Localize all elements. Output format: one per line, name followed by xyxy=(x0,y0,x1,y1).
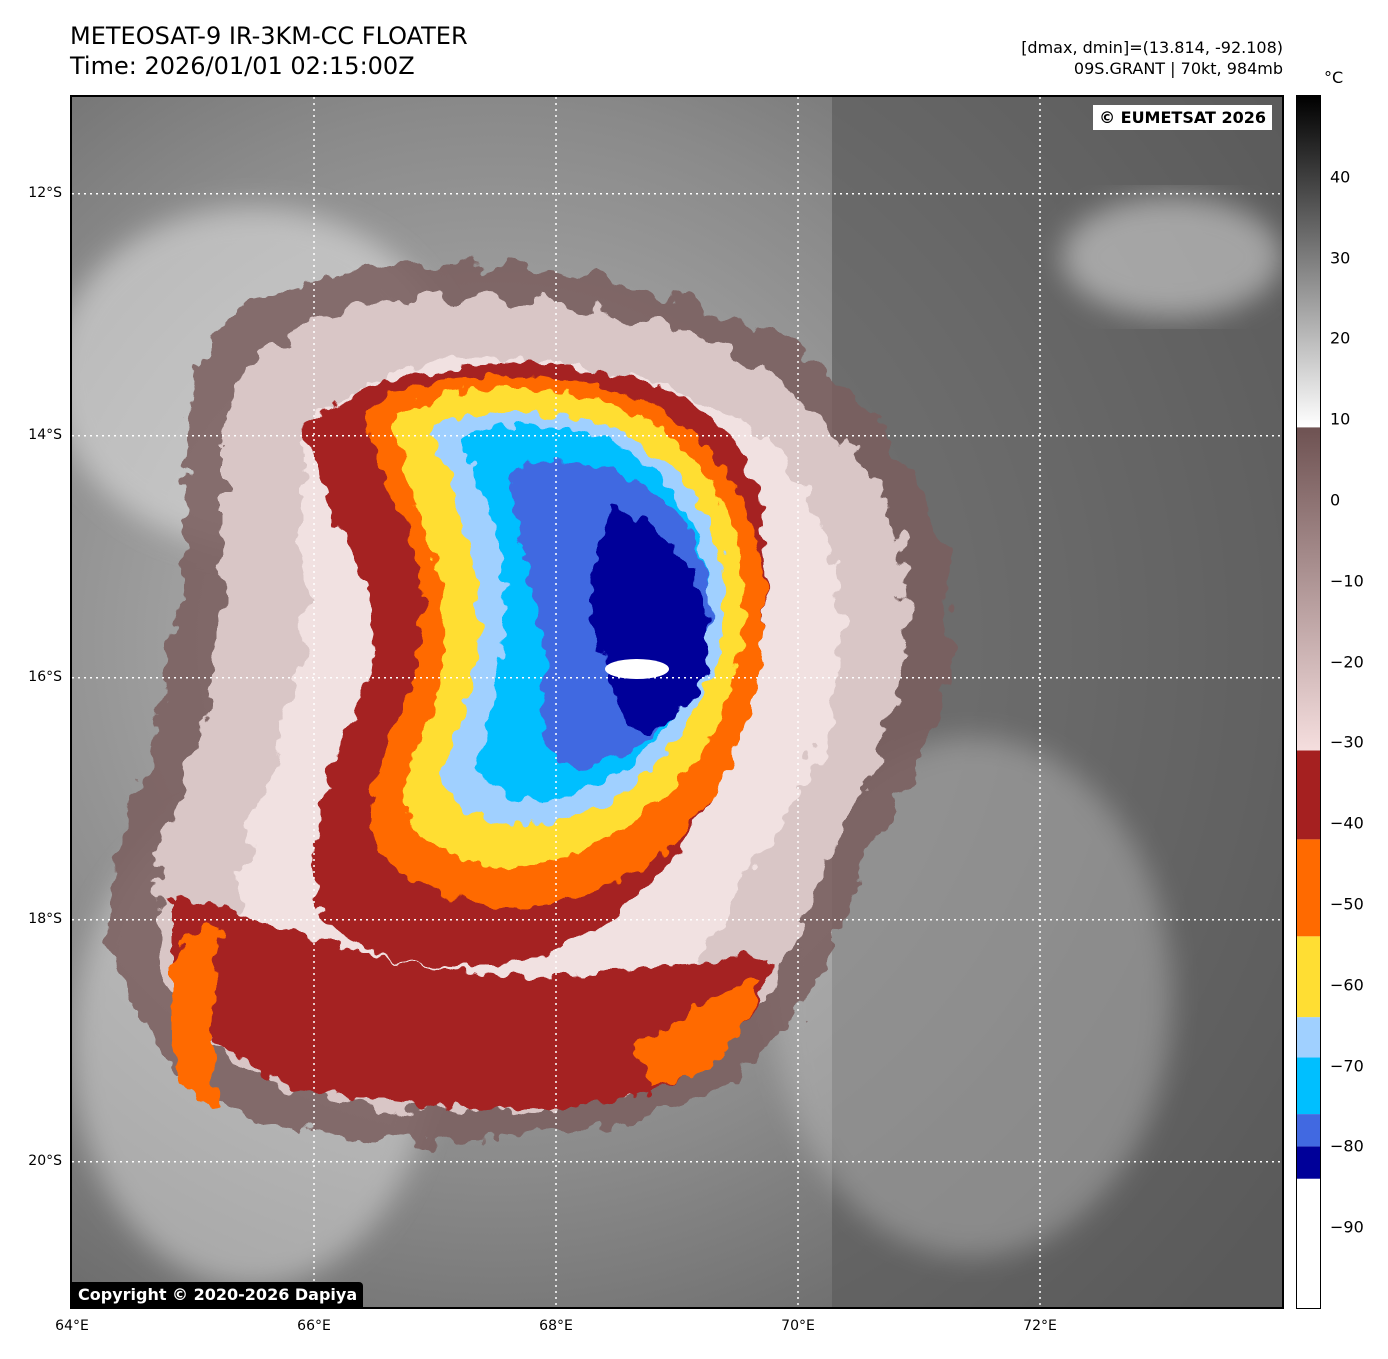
lat-label: 12°S xyxy=(28,184,62,201)
lat-label: 14°S xyxy=(28,426,62,443)
colorbar-tick-label: 40 xyxy=(1330,167,1351,187)
colorbar-tick-label: −10 xyxy=(1330,571,1364,591)
eumetsat-copyright: © EUMETSAT 2026 xyxy=(1093,105,1272,130)
lat-label: 18°S xyxy=(28,910,62,927)
colorbar-segment xyxy=(1297,1146,1320,1179)
storm-info-label: 09S.GRANT | 70kt, 984mb xyxy=(1073,59,1283,78)
colorbar-segment xyxy=(1297,750,1320,840)
rainband-orange-south xyxy=(632,977,762,1087)
colorbar-tick-label: −60 xyxy=(1330,975,1364,995)
colorbar-tick-label: 0 xyxy=(1330,490,1341,510)
data-range-label: [dmax, dmin]=(13.814, -92.108) xyxy=(1021,38,1283,57)
lat-lon-grid xyxy=(72,97,1282,1307)
colorbar-segment xyxy=(1297,936,1320,1018)
colorbar-segment xyxy=(1297,839,1320,937)
satellite-imagery xyxy=(72,97,1282,1307)
colorbar-segment xyxy=(1297,1114,1320,1147)
colorbar-scale xyxy=(1297,96,1320,1308)
lon-label: 68°E xyxy=(539,1318,573,1334)
colorbar-gradient xyxy=(1297,96,1320,428)
colorbar-tick-label: −80 xyxy=(1330,1136,1364,1156)
colorbar-tick-label: 10 xyxy=(1330,409,1351,429)
coldest-spot xyxy=(605,659,669,679)
lon-label: 72°E xyxy=(1023,1318,1057,1334)
map-title: METEOSAT-9 IR-3KM-CC FLOATER xyxy=(70,22,468,50)
colorbar-tick-label: −20 xyxy=(1330,652,1364,672)
rainband-orange-west xyxy=(172,919,222,1107)
colorbar-tick-label: −50 xyxy=(1330,894,1364,914)
timestamp-title: Time: 2026/01/01 02:15:00Z xyxy=(70,52,415,80)
lon-label: 64°E xyxy=(55,1318,89,1334)
lon-label: 66°E xyxy=(297,1318,331,1334)
colorbar-unit: °C xyxy=(1324,68,1344,87)
colorbar-segment xyxy=(1297,1017,1320,1058)
colorbar-tick-label: 30 xyxy=(1330,248,1351,268)
lat-label: 20°S xyxy=(28,1152,62,1169)
satellite-map[interactable]: © EUMETSAT 2026 Copyright © 2020-2026 Da… xyxy=(70,95,1284,1309)
colorbar xyxy=(1296,95,1321,1309)
colorbar-tick-label: −40 xyxy=(1330,813,1364,833)
rainband-red-south xyxy=(172,897,772,1108)
lon-label: 70°E xyxy=(781,1318,815,1334)
colorbar-segment xyxy=(1297,1178,1320,1308)
colorbar-tick-label: −90 xyxy=(1330,1217,1364,1237)
colorbar-tick-label: −30 xyxy=(1330,732,1364,752)
colorbar-tick-label: −70 xyxy=(1330,1056,1364,1076)
colorbar-gradient xyxy=(1297,427,1320,751)
lat-label: 16°S xyxy=(28,668,62,685)
dapiya-copyright: Copyright © 2020-2026 Dapiya xyxy=(72,1282,364,1307)
colorbar-tick-label: 20 xyxy=(1330,328,1351,348)
colorbar-segment xyxy=(1297,1057,1320,1115)
